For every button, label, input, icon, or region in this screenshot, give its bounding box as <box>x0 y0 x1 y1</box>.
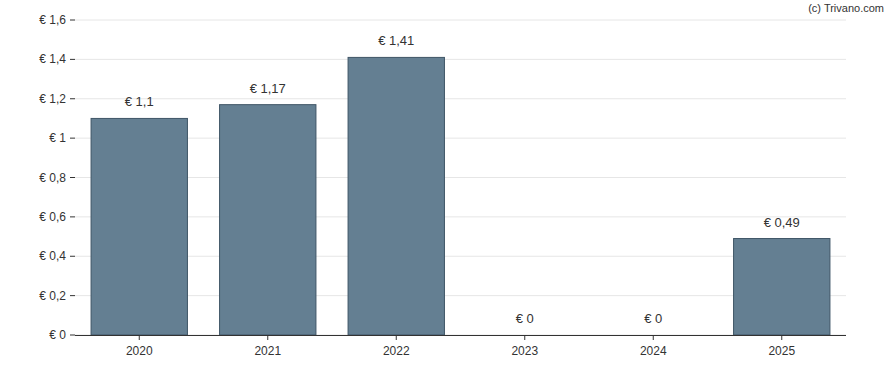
x-tick-label: 2021 <box>254 344 281 358</box>
y-tick-label: € 1 <box>49 131 66 145</box>
y-tick-label: € 0 <box>49 328 66 342</box>
y-tick <box>70 177 75 178</box>
y-tick-label: € 1,6 <box>39 13 66 27</box>
bars <box>91 57 830 335</box>
x-tick-label: 2024 <box>640 344 667 358</box>
x-tick-label: 2025 <box>768 344 795 358</box>
grid-line <box>75 20 846 21</box>
bar <box>605 335 701 336</box>
y-tick <box>70 98 75 99</box>
x-tick <box>139 335 140 340</box>
bar <box>220 105 316 335</box>
x-tick-label: 2020 <box>126 344 153 358</box>
data-label: € 1,1 <box>125 94 154 109</box>
grid-line <box>75 98 846 99</box>
grid-line <box>75 177 846 178</box>
bar <box>348 57 444 335</box>
y-tick <box>70 216 75 217</box>
grid-line <box>75 216 846 217</box>
y-tick <box>70 138 75 139</box>
grid-line <box>75 256 846 257</box>
y-tick-label: € 1,2 <box>39 92 66 106</box>
data-label: € 1,17 <box>250 81 286 96</box>
y-tick <box>70 256 75 257</box>
data-label: € 1,41 <box>378 33 414 48</box>
x-axis <box>75 335 846 336</box>
x-tick <box>653 335 654 340</box>
x-tick-label: 2023 <box>511 344 538 358</box>
data-label: € 0,49 <box>764 215 800 230</box>
grid-line <box>75 295 846 296</box>
grid-line <box>75 335 846 336</box>
y-tick-label: € 0,2 <box>39 289 66 303</box>
data-label: € 0 <box>644 311 662 326</box>
y-tick-label: € 0,4 <box>39 249 66 263</box>
y-tick-label: € 0,6 <box>39 210 66 224</box>
x-tick <box>396 335 397 340</box>
chart: € 0 € 0,2 € 0,4 € 0,6 € 0,8 € 1 € 1,2 € 1,4 € 1,… <box>0 0 888 370</box>
y-tick-label: € 0,8 <box>39 171 66 185</box>
y-tick <box>70 59 75 60</box>
bar <box>734 239 830 335</box>
x-tick-label: 2022 <box>383 344 410 358</box>
grid-line <box>75 59 846 60</box>
grid-line <box>75 138 846 139</box>
x-tick <box>524 335 525 340</box>
y-tick <box>70 20 75 21</box>
y-tick <box>70 335 75 336</box>
x-tick <box>267 335 268 340</box>
bar <box>477 335 573 336</box>
y-tick-label: € 1,4 <box>39 52 66 66</box>
bar <box>91 118 187 335</box>
x-tick <box>781 335 782 340</box>
annotation: (c) Trivano.com <box>808 2 884 14</box>
y-tick <box>70 295 75 296</box>
data-label: € 0 <box>516 311 534 326</box>
